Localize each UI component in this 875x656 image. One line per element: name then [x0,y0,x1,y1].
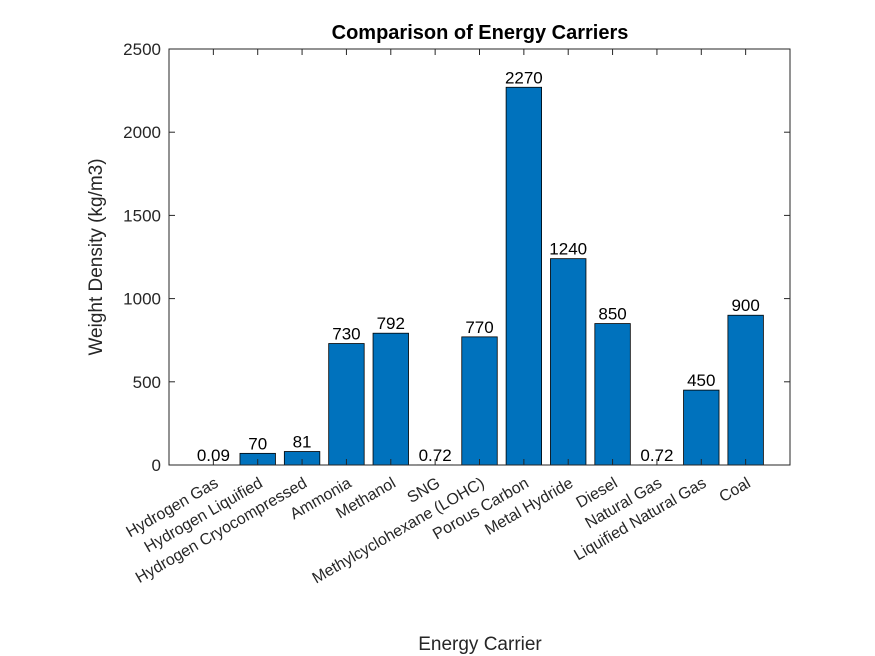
x-axis-label: Energy Carrier [418,634,542,655]
data-label: 81 [293,433,312,452]
y-tick-label: 1500 [123,206,161,225]
bars-group: 0.09 70 81 730 792 0.72 770 2270 1240 850 0.72 450 9… [195,68,764,466]
y-tick-label: 2500 [123,40,161,59]
data-label: 900 [731,296,759,315]
y-tick-label: 0 [152,456,161,475]
bar [328,343,365,466]
y-tick-label: 2000 [123,123,161,142]
bar [372,332,409,466]
data-label: 770 [465,318,493,337]
data-label: 2270 [505,68,543,87]
data-label: 0.72 [419,446,452,465]
bar [727,314,764,466]
data-label: 450 [687,371,715,390]
y-tick-label: 500 [133,373,161,392]
bar [461,336,498,466]
data-label: 0.09 [197,446,230,465]
data-label: 792 [377,314,405,333]
data-label: 0.72 [640,446,673,465]
y-tick-label: 1000 [123,290,161,309]
bar [683,389,720,466]
bar [594,323,631,466]
data-label: 1240 [549,240,587,259]
bar [550,258,587,466]
data-label: 70 [248,434,267,453]
y-axis-label: Weight Density (kg/m3) [86,158,107,355]
chart-title: Comparison of Energy Carriers [332,22,629,44]
data-label: 850 [598,305,626,324]
bar [505,86,542,466]
plot-frame [168,48,791,466]
data-label: 730 [332,325,360,344]
